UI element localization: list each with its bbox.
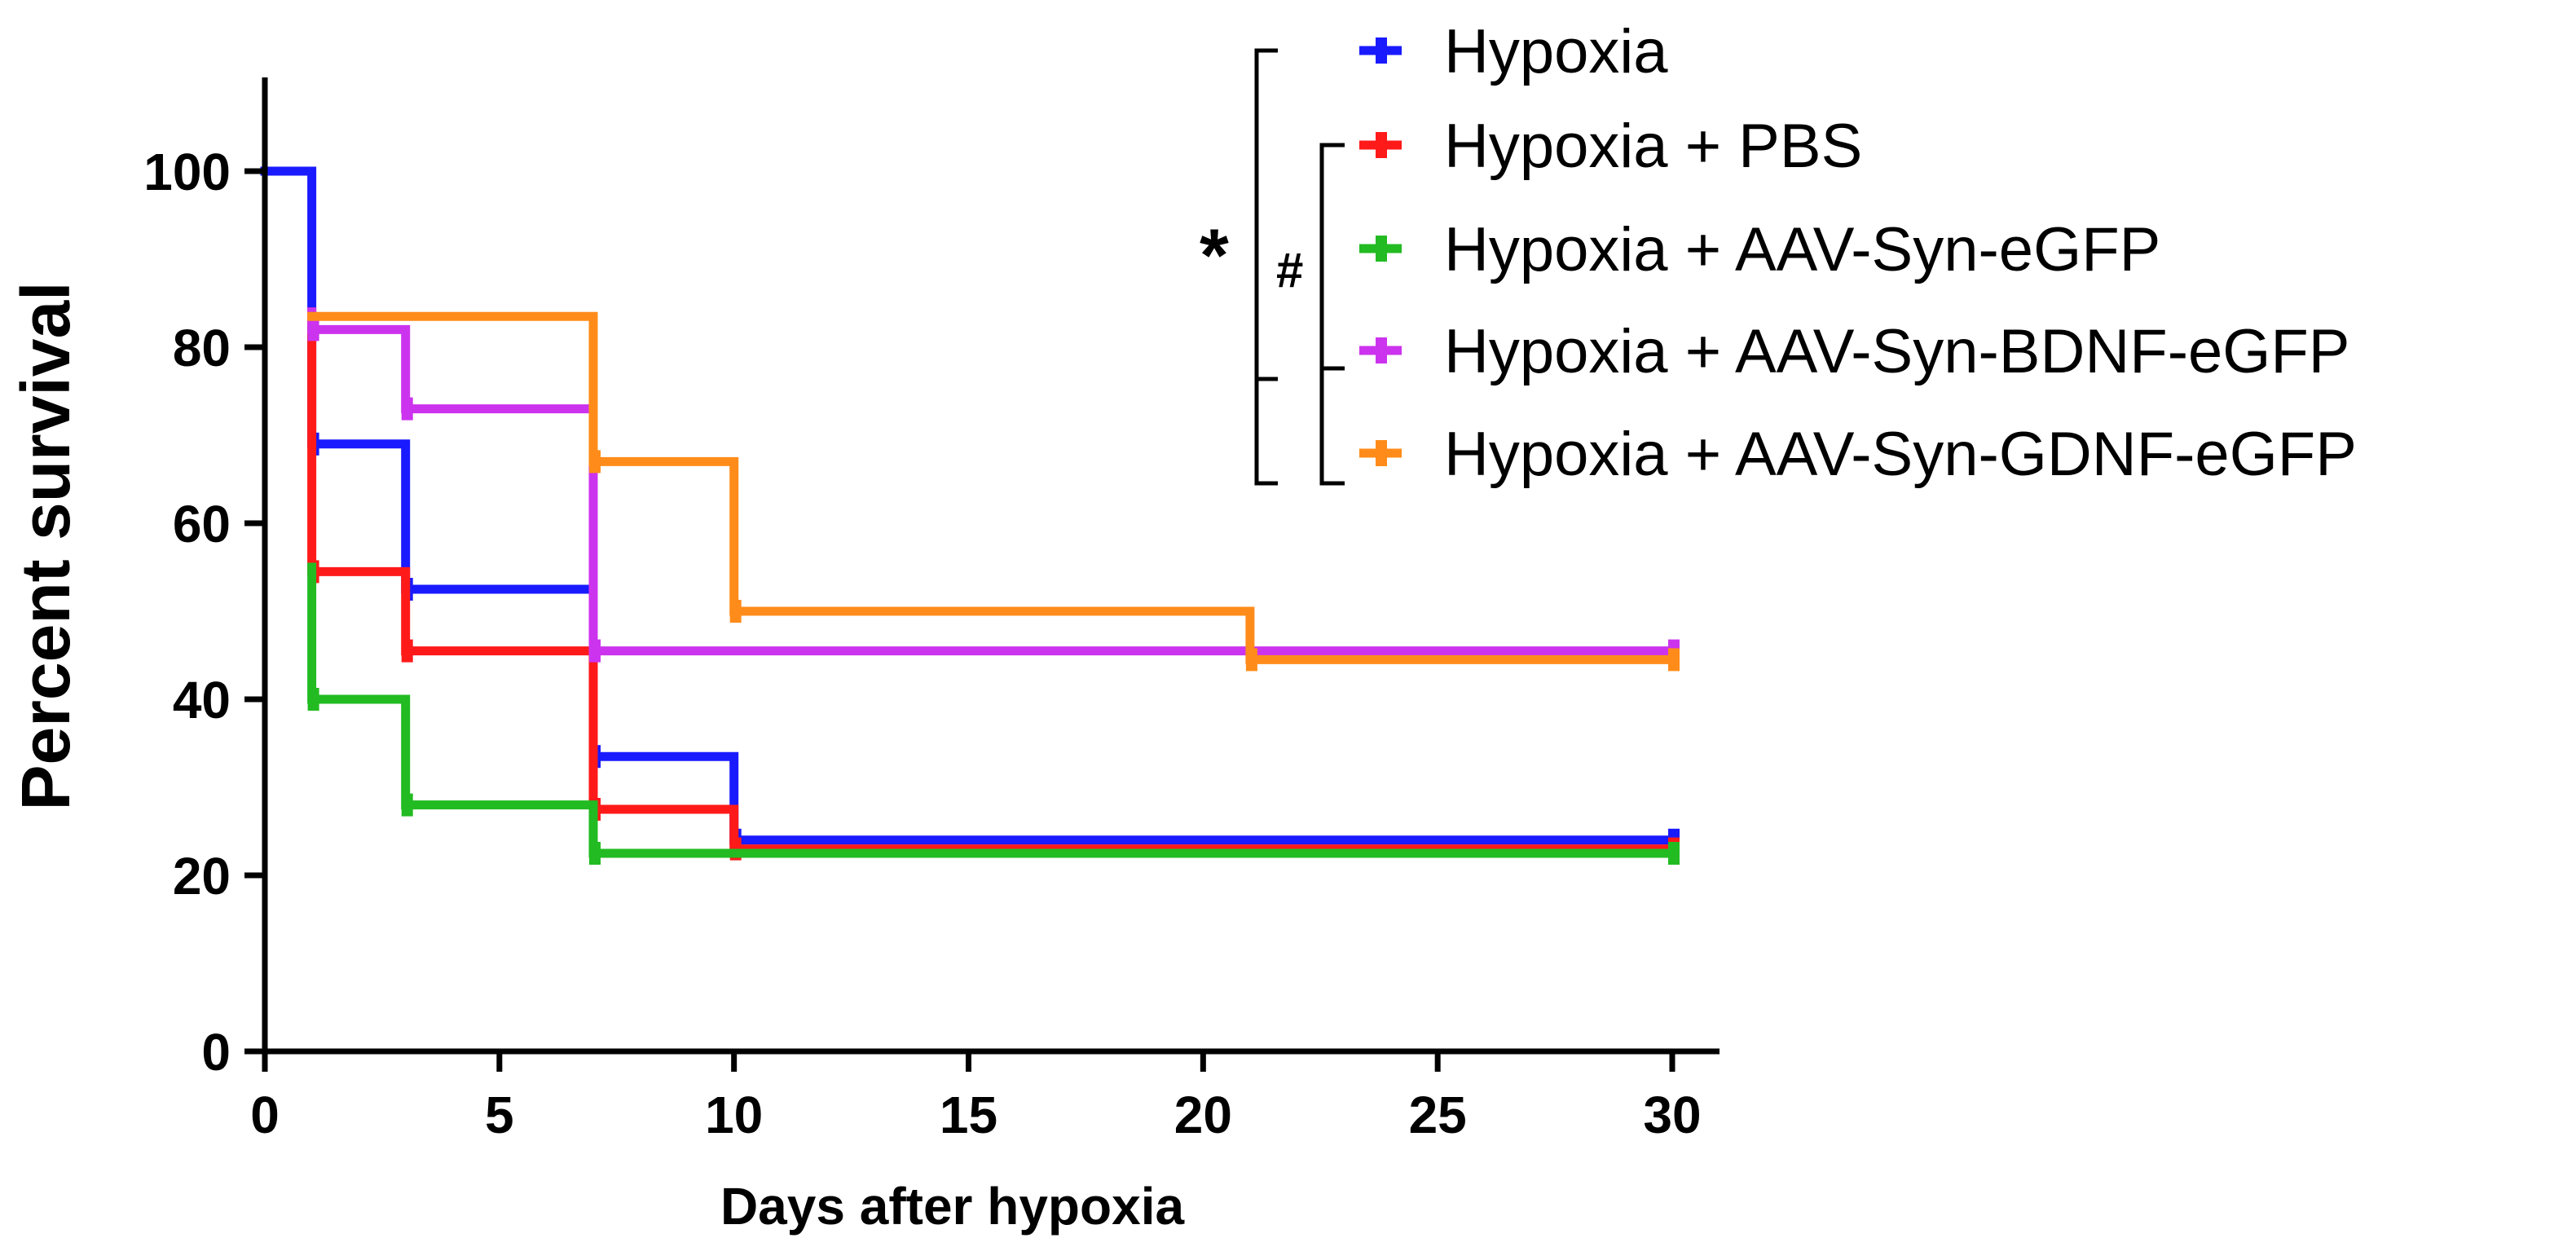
legend-label: Hypoxia [1444,17,1668,86]
censor-mark [589,639,601,663]
legend-label: Hypoxia + AAV-Syn-GDNF-eGFP [1444,420,2357,489]
censor-mark [589,842,601,865]
x-tick-label: 15 [940,1086,997,1144]
x-tick-label: 25 [1409,1086,1467,1144]
legend: Hypoxia Hypoxia + PBS Hypoxia + AAV-Syn-eG… [1359,17,2357,489]
censor-mark [401,397,413,421]
bracket-hash [1319,143,1345,486]
censor-mark [401,639,413,663]
legend-label: Hypoxia + PBS [1444,112,1862,181]
censor-mark [1668,842,1680,865]
y-tick-label: 20 [173,847,231,905]
x-axis-title: Days after hypoxia [720,1177,1185,1236]
legend-item: Hypoxia + AAV-Syn-GDNF-eGFP [1359,420,2357,489]
series-line [307,307,1677,854]
significance-hash: # [1276,243,1303,297]
legend-swatch-mark [1376,236,1387,262]
series-2 [307,562,1680,865]
y-tick-label: 100 [143,143,231,201]
x-tick-label: 10 [705,1086,763,1144]
legend-item: Hypoxia [1359,17,1668,86]
censor-mark [1245,648,1257,672]
y-axis-title: Percent survival [7,281,84,810]
axes-layer: 0 5 10 15 20 25 30 0 20 40 60 80 100 Days after hypox… [7,77,1720,1236]
legend-swatch-mark [1376,337,1387,363]
x-tick-label: 5 [485,1086,514,1144]
censor-mark [307,688,319,711]
censor-mark [307,318,319,341]
y-tick-label: 60 [173,495,231,553]
legend-item: Hypoxia + AAV-Syn-BDNF-eGFP [1359,317,2350,386]
legend-item: Hypoxia + PBS [1359,112,1862,181]
censor-mark [1668,648,1680,672]
y-tick-label: 80 [173,319,231,377]
y-tick-label: 40 [173,671,231,729]
y-tick-label: 0 [201,1023,231,1082]
legend-label: Hypoxia + AAV-Syn-eGFP [1444,215,2160,284]
x-tick-label: 20 [1174,1086,1232,1144]
censor-mark [729,600,742,623]
significance-star: * [1200,214,1229,297]
censor-mark [589,450,601,474]
legend-label: Hypoxia + AAV-Syn-BDNF-eGFP [1444,317,2350,386]
legend-swatch-mark [1376,132,1387,158]
censor-mark [401,793,413,817]
legend-item: Hypoxia + AAV-Syn-eGFP [1359,215,2160,284]
legend-swatch-mark [1376,37,1387,64]
bracket-star [1254,48,1278,486]
significance-brackets: * # [1200,48,1345,486]
legend-swatch-mark [1376,440,1387,466]
series-4 [307,311,1680,672]
series-layer [260,166,1680,865]
x-tick-label: 30 [1643,1086,1701,1144]
x-tick-label: 0 [250,1086,280,1144]
